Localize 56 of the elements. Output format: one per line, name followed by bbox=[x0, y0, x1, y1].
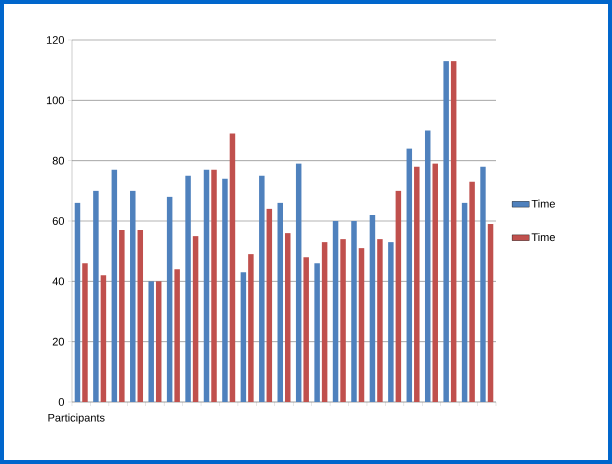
bar bbox=[192, 236, 198, 402]
bar bbox=[74, 202, 80, 402]
legend-label: Time bbox=[532, 233, 555, 242]
bar bbox=[332, 221, 338, 402]
bar bbox=[424, 130, 430, 402]
bar bbox=[248, 254, 254, 402]
bar bbox=[259, 176, 265, 402]
bar bbox=[340, 239, 346, 402]
bar bbox=[351, 221, 357, 402]
bar bbox=[240, 272, 246, 402]
bar bbox=[488, 224, 494, 402]
bar bbox=[93, 190, 99, 402]
bar bbox=[130, 190, 136, 402]
bar bbox=[166, 196, 172, 402]
bar bbox=[406, 148, 412, 402]
bar bbox=[377, 239, 383, 402]
bar bbox=[388, 242, 394, 402]
bar bbox=[396, 190, 402, 402]
bar bbox=[480, 166, 486, 402]
bar bbox=[443, 61, 449, 402]
bar bbox=[462, 202, 468, 402]
bar bbox=[303, 257, 309, 402]
bar bbox=[112, 170, 118, 402]
bar bbox=[322, 242, 328, 402]
bar bbox=[148, 281, 154, 402]
bar bbox=[296, 164, 302, 402]
bar bbox=[266, 208, 272, 402]
bar bbox=[119, 230, 125, 402]
bar bbox=[469, 182, 475, 402]
bar bbox=[222, 178, 228, 402]
legend-label: Time bbox=[532, 200, 555, 208]
bar bbox=[278, 202, 284, 402]
bar bbox=[414, 166, 420, 402]
x-axis-title: Participants bbox=[48, 414, 105, 424]
bar bbox=[185, 176, 191, 402]
bar bbox=[450, 61, 456, 402]
bar bbox=[285, 233, 291, 402]
bar bbox=[230, 134, 236, 402]
bar bbox=[211, 170, 217, 402]
y-tick-label: 80 bbox=[52, 156, 64, 165]
bar bbox=[100, 275, 106, 402]
bar bbox=[82, 263, 88, 402]
bar bbox=[432, 164, 438, 402]
y-tick-label: 40 bbox=[52, 277, 64, 286]
y-tick-label: 100 bbox=[46, 96, 64, 104]
y-tick-label: 0 bbox=[58, 398, 64, 406]
bar bbox=[370, 214, 376, 402]
y-tick-label: 120 bbox=[46, 36, 64, 44]
bar bbox=[314, 263, 320, 402]
bar bbox=[358, 248, 364, 402]
bar bbox=[138, 230, 144, 402]
y-tick-label: 20 bbox=[52, 338, 64, 346]
bar bbox=[204, 170, 210, 402]
bar bbox=[174, 269, 180, 402]
y-tick-label: 60 bbox=[52, 217, 64, 225]
bar bbox=[156, 281, 162, 402]
